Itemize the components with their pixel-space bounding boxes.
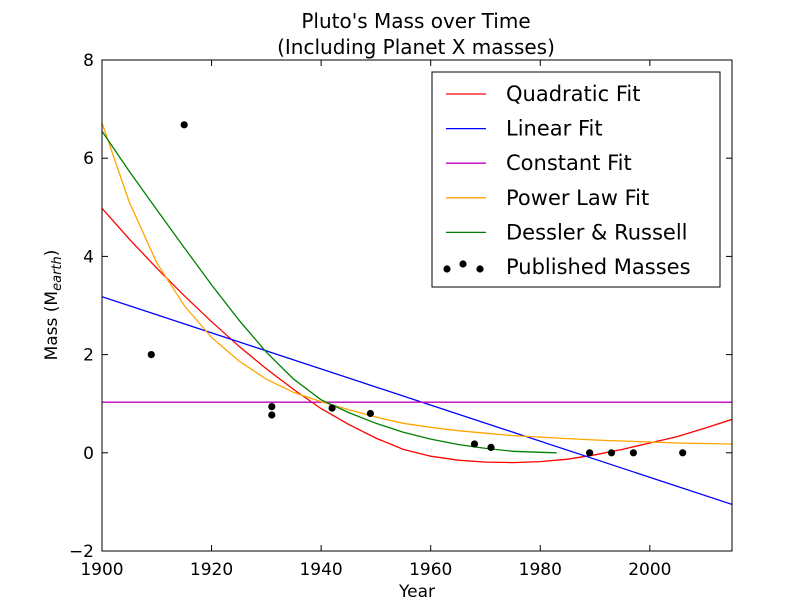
x-tick-label: 2000 xyxy=(628,560,671,580)
data-point xyxy=(679,449,687,457)
data-point xyxy=(629,449,638,457)
data-point xyxy=(180,121,188,129)
legend-marker-published-masses xyxy=(443,265,451,273)
legend-marker-published-masses xyxy=(476,265,484,273)
data-point xyxy=(366,409,374,418)
series-line-quadratic-fit xyxy=(102,207,732,464)
y-tick-label: 6 xyxy=(83,149,94,169)
legend-label: Linear Fit xyxy=(506,117,603,141)
data-point xyxy=(470,440,479,448)
chart-title: Pluto's Mass over Time xyxy=(301,9,530,33)
scatter-layer xyxy=(147,121,687,457)
x-tick-label: 1980 xyxy=(519,560,562,580)
chart-subtitle: (Including Planet X masses) xyxy=(277,35,555,59)
legend-label: Constant Fit xyxy=(506,151,632,175)
y-tick-label: −2 xyxy=(69,542,94,562)
data-point xyxy=(487,443,495,451)
y-tick-label: 8 xyxy=(83,51,94,71)
x-tick-label: 1900 xyxy=(80,560,123,580)
legend: Quadratic Fit Linear Fit Constant Fit Power… xyxy=(431,71,721,288)
series-line-power-law-fit xyxy=(102,122,732,445)
data-point xyxy=(607,449,616,457)
legend-items: Quadratic Fit Linear Fit Constant Fit Power… xyxy=(443,82,691,279)
data-point xyxy=(586,449,594,457)
y-tick-label: 2 xyxy=(83,346,94,366)
plot-frame xyxy=(101,59,733,552)
legend-marker-published-masses xyxy=(459,260,467,268)
x-tick-label: 1960 xyxy=(409,560,452,580)
x-axis-label: Year xyxy=(398,582,435,602)
data-point xyxy=(268,411,276,419)
y-tick-label: 0 xyxy=(83,444,94,464)
x-tick-label: 1920 xyxy=(190,560,233,580)
data-point xyxy=(268,403,276,411)
data-point xyxy=(328,404,336,412)
legend-label: Published Masses xyxy=(506,255,691,279)
legend-label: Quadratic Fit xyxy=(506,82,640,106)
x-tick-label: 1940 xyxy=(299,560,342,580)
y-axis-label-close: ) xyxy=(42,250,62,257)
data-point xyxy=(147,351,155,359)
y-axis-label-main: Mass (M xyxy=(42,291,62,361)
legend-label: Power Law Fit xyxy=(506,186,649,210)
legend-label: Dessler & Russell xyxy=(506,220,688,244)
legend-box xyxy=(431,71,721,288)
y-axis-label: Mass (Mearth) xyxy=(42,250,65,361)
ticks-layer: 1900 1920 1940 1960 1980 2000 −2 0 2 4 6 8 xyxy=(69,51,732,580)
y-tick-label: 4 xyxy=(83,247,94,267)
y-axis-label-subscript: earth xyxy=(50,256,65,291)
